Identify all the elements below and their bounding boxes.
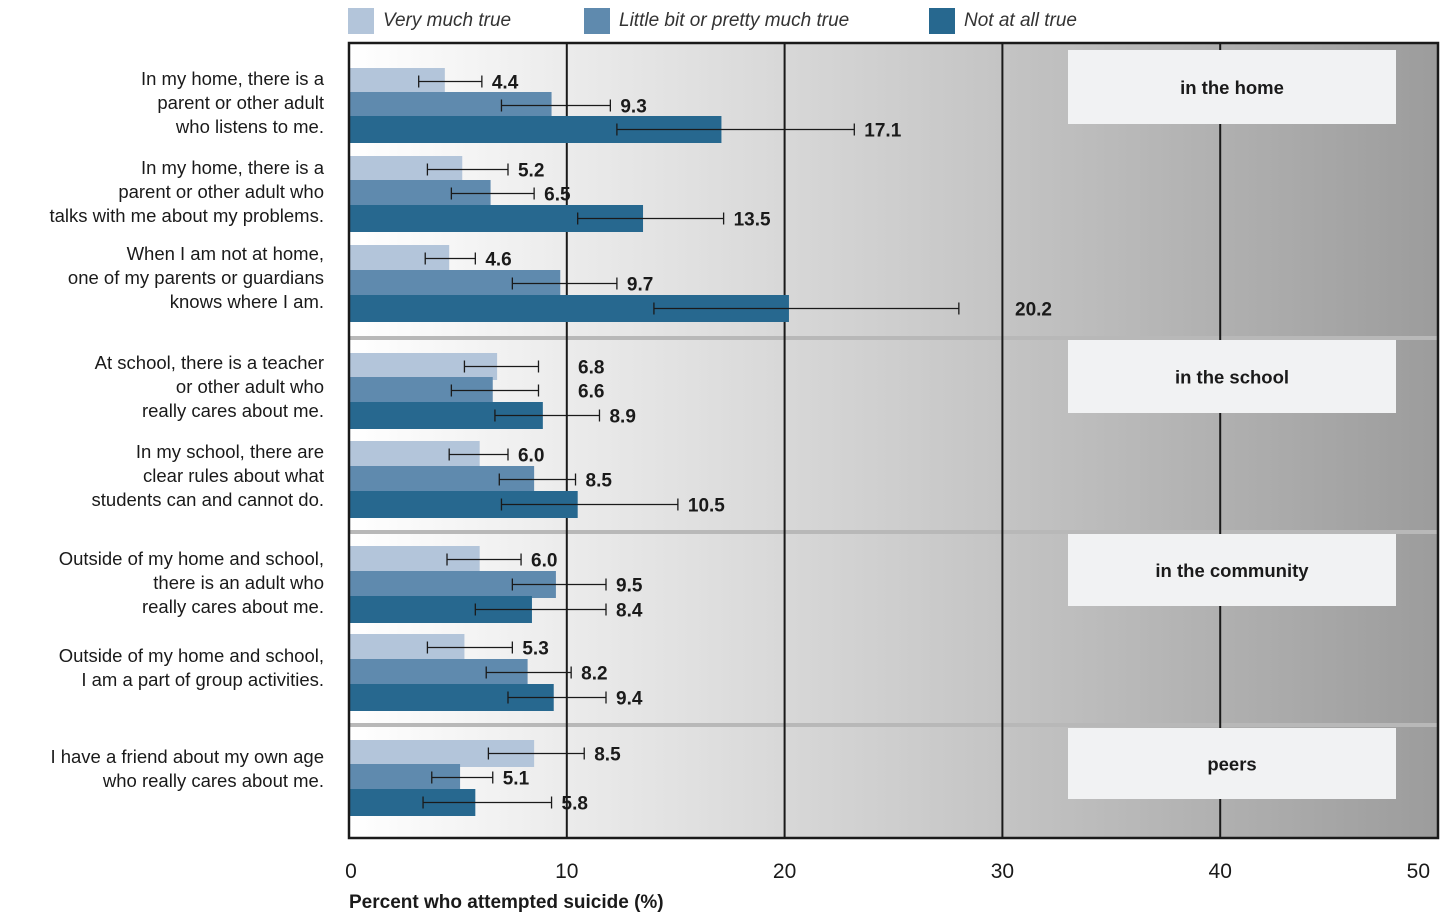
x-tick-label: 10 (555, 860, 578, 883)
data-label: 8.2 (581, 664, 607, 685)
data-label: 9.5 (616, 576, 643, 597)
data-label: 13.5 (734, 210, 771, 231)
legend-item-not-at-all-true: Not at all true (929, 6, 1077, 36)
data-label: 6.5 (544, 185, 571, 206)
data-label: 17.1 (864, 121, 901, 142)
group-box (1068, 534, 1396, 606)
data-label: 5.2 (518, 161, 544, 182)
data-label: 5.8 (562, 794, 588, 815)
data-label: 5.1 (503, 769, 530, 790)
legend: Very much true Little bit or pretty much… (348, 6, 1348, 36)
x-tick-label: 40 (1209, 860, 1232, 883)
data-label: 10.5 (688, 496, 725, 517)
data-label: 6.0 (518, 446, 544, 467)
group-label: in the home (1180, 77, 1284, 98)
legend-label-little-bit: Little bit or pretty much true (619, 10, 850, 31)
legend-item-little-bit: Little bit or pretty much true (584, 6, 849, 36)
data-label: 6.0 (531, 551, 557, 572)
x-tick-label: 30 (991, 860, 1014, 883)
x-axis-title: Percent who attempted suicide (%) (349, 892, 664, 913)
data-label: 9.4 (616, 689, 643, 710)
data-label: 9.3 (620, 97, 646, 118)
legend-swatch-little-bit (584, 8, 610, 34)
legend-swatch-very-much-true (348, 8, 374, 34)
category-label: In my home, there is a parent or other a… (140, 68, 324, 137)
data-label: 8.4 (616, 601, 643, 622)
category-label: When I am not at home, one of my parents… (67, 243, 324, 312)
category-label: I have a friend about my own age who rea… (50, 746, 324, 791)
data-label: 8.9 (609, 407, 635, 428)
data-label: 4.6 (485, 250, 511, 271)
data-label: 6.8 (578, 358, 604, 379)
group-separator (349, 336, 1438, 340)
legend-label-very-much-true: Very much true (383, 10, 512, 31)
x-tick-label: 0 (345, 860, 357, 883)
data-label: 6.6 (578, 382, 604, 403)
data-label: 4.4 (492, 73, 519, 94)
category-label: Outside of my home and school, there is … (58, 548, 324, 617)
plot-background (349, 43, 1438, 838)
group-separator (349, 723, 1438, 727)
data-label: 5.3 (522, 639, 548, 660)
category-label: In my school, there are clear rules abou… (91, 441, 324, 510)
group-separator (349, 530, 1438, 534)
category-label: In my home, there is a parent or other a… (49, 157, 324, 226)
legend-swatch-not-at-all-true (929, 8, 955, 34)
group-label: peers (1207, 754, 1256, 775)
category-label: Outside of my home and school, I am a pa… (58, 645, 324, 690)
group-label: in the community (1155, 560, 1309, 581)
legend-label-not-at-all-true: Not at all true (964, 10, 1077, 31)
category-label: At school, there is a teacher or other a… (94, 352, 324, 421)
group-box (1068, 340, 1396, 413)
group-label: in the school (1175, 367, 1289, 388)
data-label: 20.2 (1015, 300, 1052, 321)
x-tick-label: 50 (1407, 860, 1430, 883)
x-tick-label: 20 (773, 860, 796, 883)
data-label: 8.5 (594, 745, 621, 766)
group-box (1068, 728, 1396, 799)
data-label: 9.7 (627, 275, 653, 296)
legend-item-very-much-true: Very much true (348, 6, 511, 36)
category-labels: In my home, there is a parent or other a… (0, 0, 340, 919)
data-label: 8.5 (586, 471, 613, 492)
plot-frame (347, 41, 1440, 840)
group-box (1068, 50, 1396, 124)
